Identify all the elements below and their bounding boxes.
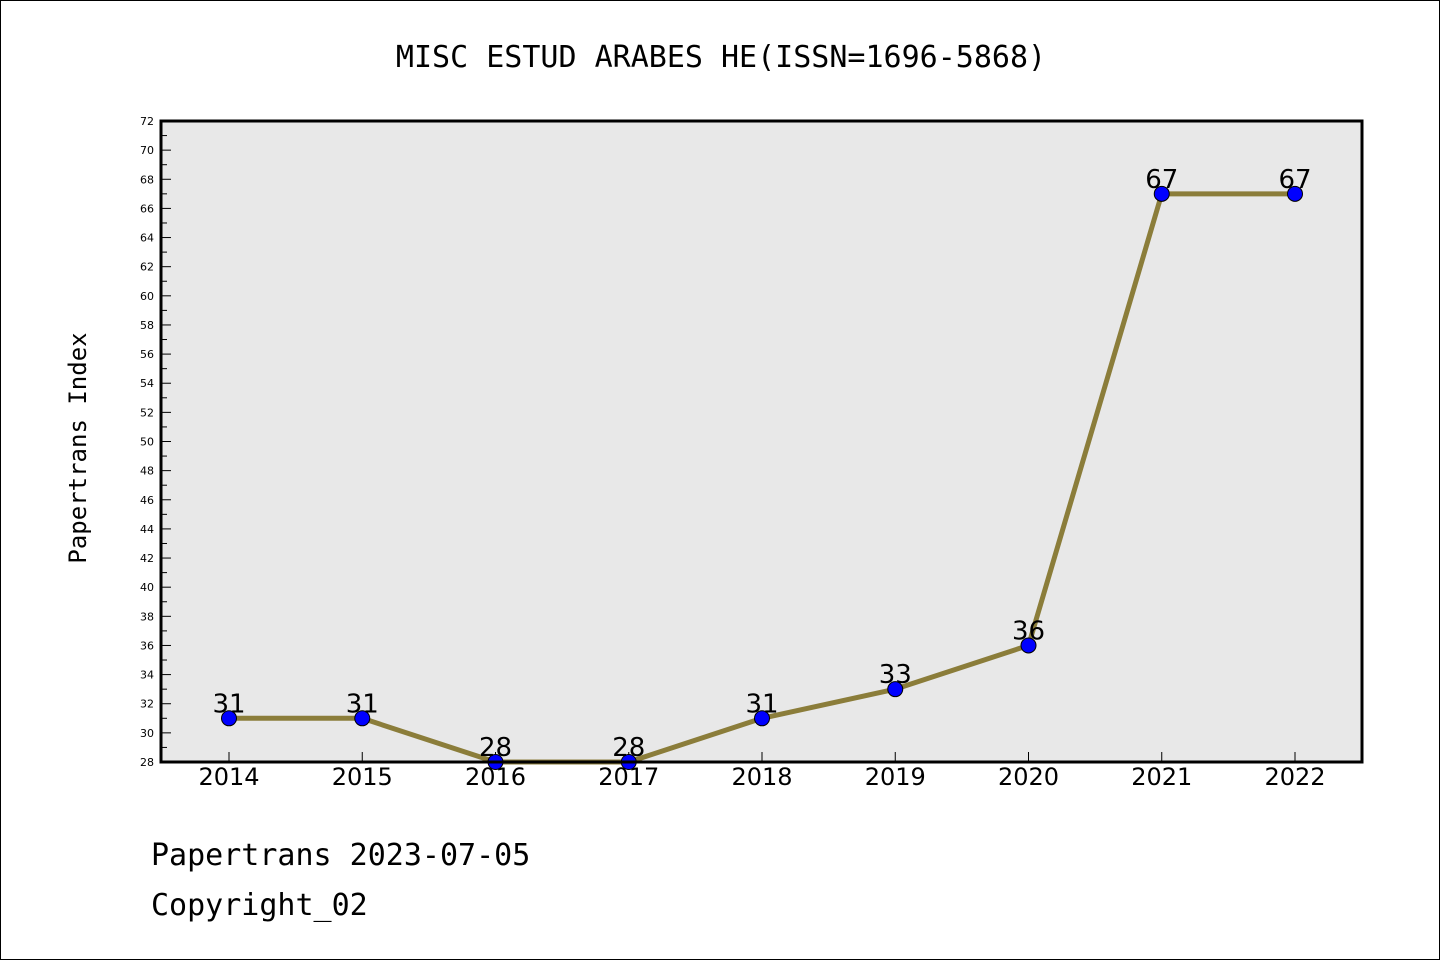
y-tick-label: 48 <box>140 465 154 478</box>
x-tick-label: 2014 <box>198 763 259 791</box>
data-point <box>1287 185 1303 202</box>
y-tick-label: 44 <box>140 523 154 536</box>
x-tick-label: 2020 <box>998 763 1059 791</box>
x-tick-label: 2019 <box>865 763 926 791</box>
data-label: 31 <box>745 689 778 719</box>
data-label: 67 <box>1145 165 1178 195</box>
y-tick-label: 62 <box>140 261 154 274</box>
y-tick-label: 46 <box>140 494 154 507</box>
y-tick-label: 54 <box>140 377 154 390</box>
data-markers <box>221 185 1303 770</box>
data-point <box>1020 637 1037 654</box>
data-point <box>1153 185 1170 202</box>
y-tick-label: 64 <box>140 232 154 245</box>
data-labels: 31 31 28 28 31 33 36 67 67 <box>212 165 1311 763</box>
data-label: 31 <box>346 689 379 719</box>
data-label: 28 <box>612 733 645 763</box>
y-tick-label: 40 <box>140 581 154 594</box>
data-point <box>354 710 371 727</box>
data-point <box>754 710 770 727</box>
y-tick-label: 58 <box>140 319 154 332</box>
y-tick-label: 50 <box>140 436 154 449</box>
y-tick-label: 30 <box>140 727 154 740</box>
y-tick-label: 68 <box>140 173 154 186</box>
x-tick-label: 2021 <box>1131 763 1192 791</box>
chart-title: MISC ESTUD ARABES HE(ISSN=1696-5868) <box>396 40 1046 75</box>
y-axis-label: Papertrans Index <box>64 332 92 563</box>
x-tick-label: 2022 <box>1264 763 1325 791</box>
y-tick-label: 28 <box>140 756 154 769</box>
y-tick-label: 52 <box>140 406 154 419</box>
data-label: 67 <box>1278 165 1311 195</box>
data-label: 36 <box>1012 616 1045 646</box>
y-tick-label: 42 <box>140 552 154 565</box>
data-label: 33 <box>879 660 912 690</box>
x-tick-label: 2018 <box>731 763 792 791</box>
footer-date: Papertrans 2023-07-05 <box>151 838 530 873</box>
data-label: 31 <box>212 689 245 719</box>
y-tick-label: 36 <box>140 639 154 652</box>
data-point <box>887 681 904 698</box>
y-tick-label: 34 <box>140 669 154 682</box>
plot-border <box>159 119 1364 764</box>
y-tick-label: 38 <box>140 610 154 623</box>
y-tick-label: 60 <box>140 290 154 303</box>
y-axis-ticks: 28 30 32 34 36 38 40 42 44 46 48 50 52 54 56 58 60 62 64 66… <box>140 115 171 769</box>
data-label: 28 <box>479 733 512 763</box>
y-tick-label: 72 <box>140 115 154 128</box>
y-tick-label: 56 <box>140 348 154 361</box>
y-tick-label: 32 <box>140 698 154 711</box>
y-tick-label: 66 <box>140 202 154 215</box>
x-tick-label: 2015 <box>332 763 393 791</box>
data-point <box>221 710 237 727</box>
plot-area <box>161 121 1362 762</box>
footer-copyright: Copyright_02 <box>151 888 368 923</box>
y-tick-label: 70 <box>140 144 154 157</box>
